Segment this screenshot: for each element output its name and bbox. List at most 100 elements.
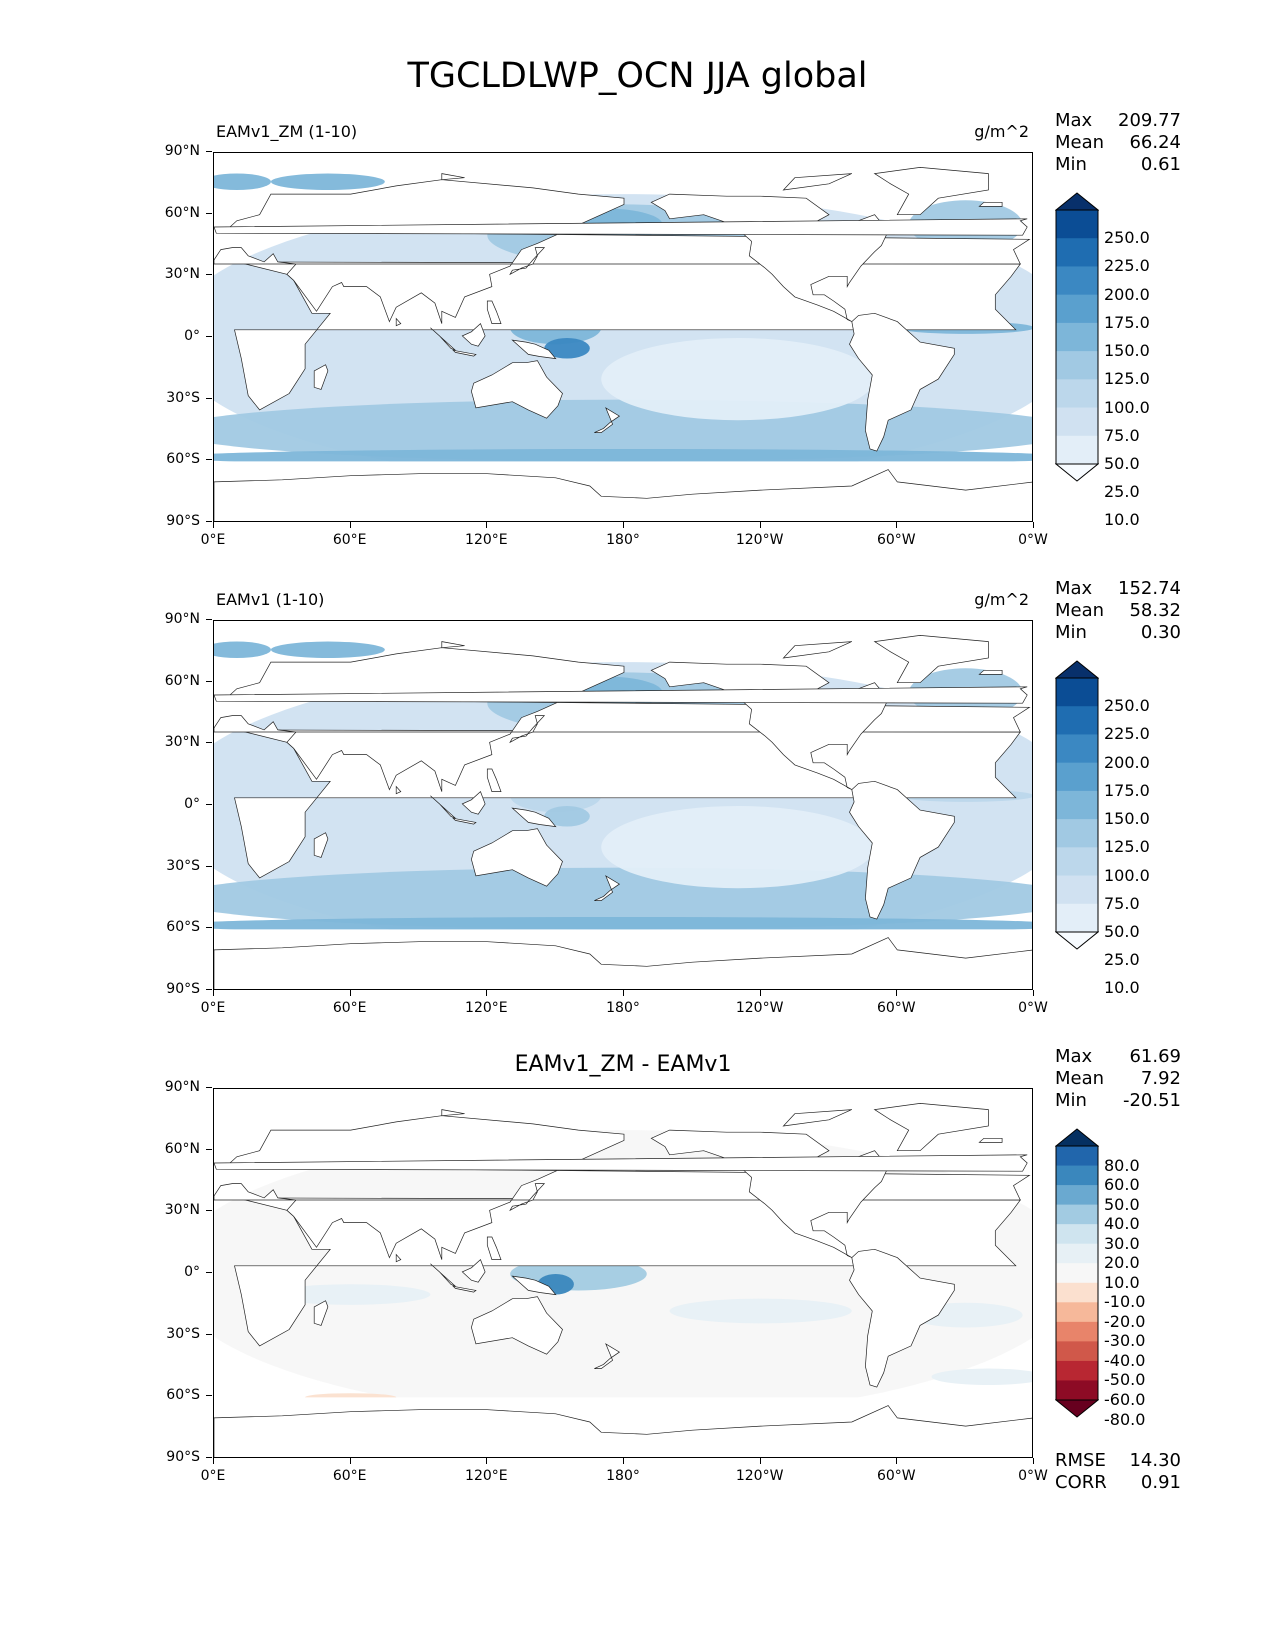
lon-tick-mark <box>349 1458 351 1464</box>
coastline <box>594 875 621 901</box>
colorbar-segment <box>1056 1204 1098 1225</box>
lat-tick-label: 90°N <box>140 1079 212 1095</box>
colorbar-tick-label: -30.0 <box>1104 1331 1146 1351</box>
coastline <box>594 407 621 433</box>
lat-tick-label: 90°N <box>140 143 212 159</box>
colorbar-segment <box>1056 762 1098 792</box>
metric-row: CORR 0.91 <box>1055 1472 1181 1494</box>
stats-block: Max 152.74 Mean 58.32 Min 0.30 <box>1055 578 1181 644</box>
colorbar-tick-label: 250.0 <box>1104 696 1150 716</box>
colorbar-segment <box>1056 1341 1098 1362</box>
lon-tick-label: 60°W <box>876 1000 916 1016</box>
lon-tick-label: 180° <box>606 1000 640 1016</box>
lon-tick-label: 180° <box>606 1468 640 1484</box>
stat-label: Mean <box>1055 1068 1105 1089</box>
colorbar-segment <box>1056 266 1098 296</box>
colorbar-segment <box>1056 1263 1098 1284</box>
colorbar-tick-label: 125.0 <box>1104 369 1150 389</box>
coastline <box>511 339 557 360</box>
coastline <box>313 1300 329 1326</box>
lat-tick-label: 90°S <box>140 1449 212 1465</box>
colorbar-segment <box>1056 238 1098 267</box>
lon-tick-mark <box>896 1458 898 1464</box>
lon-tick-mark <box>486 990 488 996</box>
stat-value: -20.51 <box>1122 1090 1181 1111</box>
coastline <box>849 780 955 920</box>
lon-tick-label: 60°E <box>332 1468 367 1484</box>
map-plot <box>213 152 1033 522</box>
coastline <box>214 1405 1032 1457</box>
coastline <box>471 828 563 887</box>
stat-label: Min <box>1055 154 1087 175</box>
units-label: g/m^2 <box>974 590 1029 609</box>
field-contour <box>305 1393 397 1398</box>
colorbar-tick-label: -10.0 <box>1104 1292 1146 1312</box>
field-contour <box>214 173 271 190</box>
colorbar-tick-label: -40.0 <box>1104 1350 1146 1370</box>
colorbar-tick-label: -20.0 <box>1104 1311 1146 1331</box>
colorbar-tick-label: -80.0 <box>1104 1409 1146 1429</box>
stat-row: Mean 66.24 <box>1055 132 1181 154</box>
colorbar-tick-label: 200.0 <box>1104 284 1150 304</box>
field-contour <box>270 173 385 190</box>
lon-tick-label: 0°W <box>1018 1468 1048 1484</box>
colorbar-tick-label: 10.0 <box>1104 510 1140 530</box>
stat-value: 7.92 <box>1140 1068 1181 1089</box>
field-contour <box>214 449 1032 462</box>
lon-tick-mark <box>623 522 624 528</box>
lon-tick-mark <box>759 522 761 528</box>
lon-tick-label: 180° <box>606 532 640 548</box>
colorbar-segment <box>1056 1224 1098 1245</box>
colorbar-segment <box>1056 790 1098 820</box>
lat-tick-label: 60°S <box>140 919 212 935</box>
colorbar-tick-label: 80.0 <box>1104 1155 1140 1175</box>
lat-tick-label: 0° <box>140 1264 212 1280</box>
colorbar-segment <box>1056 1165 1098 1186</box>
lat-tick-label: 60°N <box>140 205 212 221</box>
lon-tick-label: 120°W <box>735 532 784 548</box>
lat-tick-label: 30°N <box>140 734 212 750</box>
stat-label: Mean <box>1055 132 1105 153</box>
lat-tick-label: 60°N <box>140 673 212 689</box>
lat-tick-label: 60°S <box>140 451 212 467</box>
coastline <box>511 807 557 828</box>
stat-row: Min 0.61 <box>1055 154 1181 176</box>
lon-tick-label: 120°W <box>735 1000 784 1016</box>
stat-row: Min 0.30 <box>1055 622 1181 644</box>
lon-tick-mark <box>213 522 214 528</box>
lon-tick-label: 0°E <box>200 532 226 548</box>
colorbar-segment <box>1056 1321 1098 1342</box>
colorbar-tick-label: 75.0 <box>1104 425 1140 445</box>
colorbar-tick-label: 50.0 <box>1104 454 1140 473</box>
map-plot <box>213 620 1033 990</box>
lat-tick-label: 60°N <box>140 1141 212 1157</box>
coastline <box>214 937 1032 989</box>
colorbar-tick-label: 225.0 <box>1104 724 1150 744</box>
lon-tick-label: 60°E <box>332 1000 367 1016</box>
colorbar <box>1055 660 1099 950</box>
lon-tick-mark <box>1033 1458 1034 1464</box>
lon-tick-mark <box>896 990 898 996</box>
colorbar-segment <box>1056 210 1098 239</box>
field-map <box>214 1103 1032 1457</box>
stat-value: 66.24 <box>1129 132 1181 153</box>
colorbar-tick-label: 200.0 <box>1104 752 1150 772</box>
coastline <box>430 795 456 819</box>
lon-tick-label: 0°E <box>200 1000 226 1016</box>
coastline <box>509 715 546 744</box>
coastline <box>782 1109 852 1127</box>
colorbar-tick-label: 75.0 <box>1104 893 1140 913</box>
colorbar-tick-label: 30.0 <box>1104 1233 1140 1253</box>
colorbar-segment <box>1056 379 1098 409</box>
colorbar-tick-label: 10.0 <box>1104 1272 1140 1292</box>
metric-value: 0.91 <box>1140 1472 1181 1493</box>
lat-tick-label: 90°N <box>140 611 212 627</box>
colorbar-segment <box>1056 322 1098 352</box>
coastline <box>978 201 1003 207</box>
coastline <box>214 1115 1031 1260</box>
coastline <box>214 686 1028 704</box>
colorbar-tick-label: 250.0 <box>1104 228 1150 248</box>
lon-tick-label: 0°E <box>200 1468 226 1484</box>
colorbar-segment <box>1056 1146 1098 1167</box>
coastline <box>873 635 989 684</box>
